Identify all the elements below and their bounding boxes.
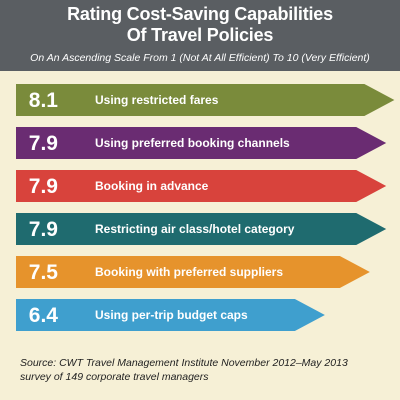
bar-category-label: Using per-trip budget caps [95,308,248,322]
bar-value-label: 6.4 [29,304,59,327]
bar-4: 7.9 Restricting air class/hotel category [16,213,387,245]
chart-subtitle: On An Ascending Scale From 1 (Not At All… [30,52,370,64]
source-note: Source: CWT Travel Management Institute … [20,356,390,384]
header-banner: Rating Cost-Saving Capabilities Of Trave… [0,0,400,71]
chart-title: Rating Cost-Saving Capabilities Of Trave… [0,4,400,46]
bar-2: 7.9 Using preferred booking channels [16,127,387,159]
bar-arrow [16,213,387,245]
bar-arrow [16,84,395,116]
bar-5: 7.5 Booking with preferred suppliers [16,256,370,288]
bar-category-label: Restricting air class/hotel category [95,222,295,236]
bar-category-label: Using preferred booking channels [95,136,290,150]
source-line-2: survey of 149 corporate travel managers [20,371,209,383]
bar-category-label: Booking in advance [95,179,209,193]
bar-value-label: 7.5 [29,261,59,284]
bar-category-label: Using restricted fares [95,93,219,107]
bar-1: 8.1 Using restricted fares [16,84,395,116]
bar-6: 6.4 Using per-trip budget caps [16,299,325,331]
bar-arrow [16,127,387,159]
source-line-1: Source: CWT Travel Management Institute … [20,357,348,369]
bar-value-label: 7.9 [29,175,58,198]
chart-title-line-1: Rating Cost-Saving Capabilities [67,4,333,24]
bar-value-label: 7.9 [29,132,58,155]
bar-arrow [16,299,325,331]
bar-chart: 8.1 Using restricted fares 7.9 Using prefer… [16,84,395,331]
bar-arrow [16,170,387,202]
bar-category-label: Booking with preferred suppliers [95,265,283,279]
bar-arrow [16,256,370,288]
bar-value-label: 8.1 [29,89,59,112]
bar-value-label: 7.9 [29,218,58,241]
bar-3: 7.9 Booking in advance [16,170,387,202]
chart-title-line-2: Of Travel Policies [126,25,274,45]
